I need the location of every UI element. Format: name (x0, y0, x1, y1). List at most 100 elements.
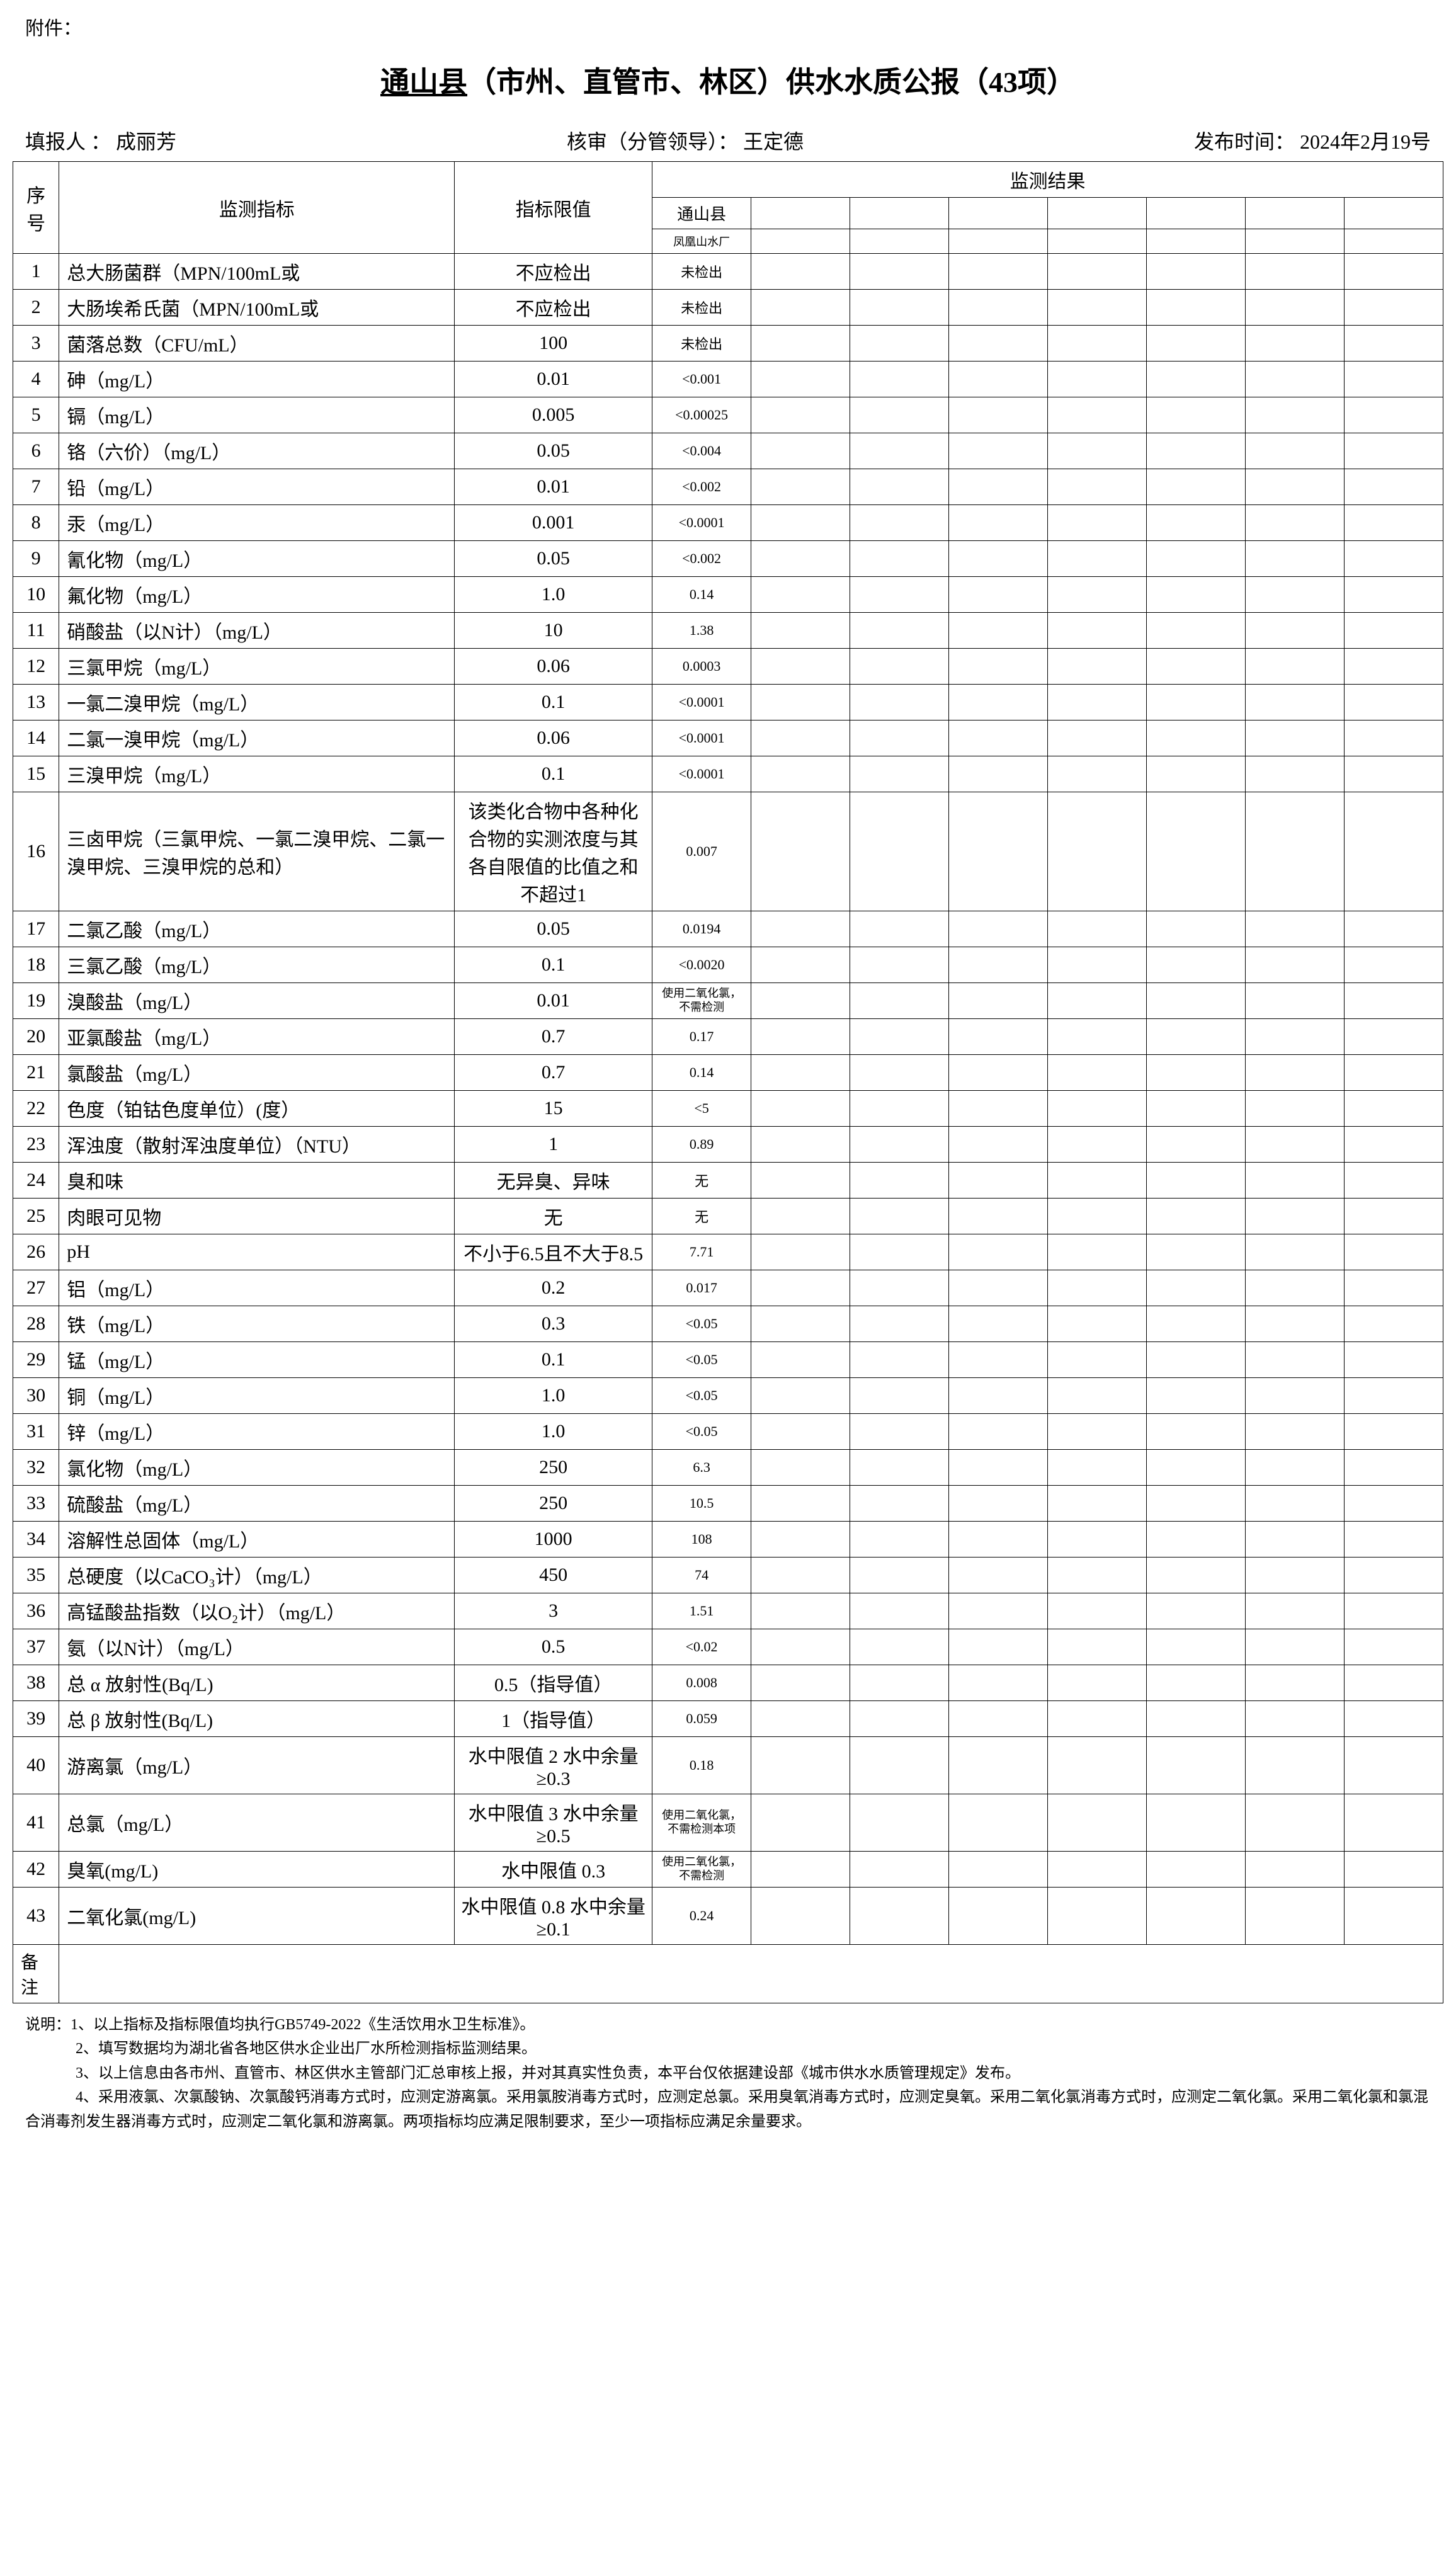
cell-empty (751, 613, 850, 649)
cell-empty (1048, 1665, 1147, 1701)
cell-empty (1146, 1270, 1245, 1306)
cell-limit: 450 (455, 1558, 652, 1593)
table-row: 21氯酸盐（mg/L）0.70.14 (13, 1055, 1443, 1091)
cell-limit: 0.2 (455, 1270, 652, 1306)
cell-seq: 17 (13, 911, 59, 947)
cell-empty (850, 1486, 949, 1522)
cell-empty (1344, 1888, 1443, 1945)
cell-empty (1245, 1019, 1344, 1055)
cell-empty (1344, 254, 1443, 290)
table-row: 7铅（mg/L）0.01<0.002 (13, 469, 1443, 505)
header-empty-10 (949, 229, 1048, 254)
table-row: 32氯化物（mg/L）2506.3 (13, 1450, 1443, 1486)
cell-limit: 0.1 (455, 947, 652, 983)
cell-empty (1245, 577, 1344, 613)
cell-result: <0.002 (652, 469, 751, 505)
cell-empty (1245, 1558, 1344, 1593)
cell-result: <5 (652, 1091, 751, 1127)
cell-empty (1146, 1888, 1245, 1945)
cell-indicator: 三氯乙酸（mg/L） (59, 947, 455, 983)
cell-empty (1048, 983, 1147, 1019)
cell-empty (751, 1852, 850, 1888)
cell-seq: 19 (13, 983, 59, 1019)
cell-empty (1245, 1234, 1344, 1270)
cell-empty (1048, 326, 1147, 362)
cell-empty (850, 685, 949, 720)
cell-empty (751, 362, 850, 397)
table-row: 19溴酸盐（mg/L）0.01使用二氧化氯，不需检测 (13, 983, 1443, 1019)
cell-result: 0.0194 (652, 911, 751, 947)
cell-empty (1048, 1593, 1147, 1629)
cell-empty (751, 1737, 850, 1794)
cell-empty (1344, 1306, 1443, 1342)
cell-empty (1344, 1450, 1443, 1486)
cell-empty (850, 756, 949, 792)
cell-empty (850, 1593, 949, 1629)
cell-limit: 0.01 (455, 469, 652, 505)
cell-empty (949, 1593, 1048, 1629)
cell-limit: 0.3 (455, 1306, 652, 1342)
cell-empty (1245, 1629, 1344, 1665)
table-row: 34溶解性总固体（mg/L）1000108 (13, 1522, 1443, 1558)
cell-result: <0.001 (652, 362, 751, 397)
cell-empty (1344, 685, 1443, 720)
cell-empty (1245, 1794, 1344, 1852)
cell-indicator: 二氯一溴甲烷（mg/L） (59, 720, 455, 756)
header-indicator: 监测指标 (59, 162, 455, 254)
cell-seq: 42 (13, 1852, 59, 1888)
cell-empty (1344, 541, 1443, 577)
cell-empty (1146, 720, 1245, 756)
cell-seq: 28 (13, 1306, 59, 1342)
cell-indicator: 铝（mg/L） (59, 1270, 455, 1306)
cell-empty (1048, 1414, 1147, 1450)
cell-limit: 15 (455, 1091, 652, 1127)
cell-empty (850, 1019, 949, 1055)
cell-indicator: 总大肠菌群（MPN/100mL或 (59, 254, 455, 290)
cell-result: 未检出 (652, 254, 751, 290)
cell-empty (1146, 1558, 1245, 1593)
header-empty-14 (1344, 229, 1443, 254)
cell-empty (751, 792, 850, 911)
cell-empty (751, 1450, 850, 1486)
cell-result: 108 (652, 1522, 751, 1558)
cell-empty (1146, 1701, 1245, 1737)
cell-empty (1245, 254, 1344, 290)
cell-result: 0.14 (652, 1055, 751, 1091)
cell-limit: 0.5 (455, 1629, 652, 1665)
cell-empty (1146, 1450, 1245, 1486)
cell-result: <0.00025 (652, 397, 751, 433)
cell-empty (850, 1127, 949, 1163)
page-title: 通山县（市州、直管市、林区）供水水质公报（43项） (13, 59, 1443, 101)
cell-empty (1245, 1852, 1344, 1888)
cell-empty (1245, 1127, 1344, 1163)
cell-empty (1146, 911, 1245, 947)
cell-empty (1344, 756, 1443, 792)
cell-indicator: 氨（以N计）（mg/L） (59, 1629, 455, 1665)
cell-empty (850, 469, 949, 505)
cell-empty (1245, 1888, 1344, 1945)
cell-empty (751, 685, 850, 720)
cell-empty (1344, 1199, 1443, 1234)
cell-empty (850, 792, 949, 911)
cell-empty (949, 1629, 1048, 1665)
cell-empty (1146, 577, 1245, 613)
cell-empty (850, 290, 949, 326)
cell-empty (949, 577, 1048, 613)
cell-empty (1146, 1522, 1245, 1558)
cell-limit: 0.5（指导值） (455, 1665, 652, 1701)
cell-empty (1344, 1593, 1443, 1629)
header-empty-8 (751, 229, 850, 254)
cell-empty (1245, 290, 1344, 326)
cell-indicator: 亚氯酸盐（mg/L） (59, 1019, 455, 1055)
cell-limit: 0.05 (455, 433, 652, 469)
cell-empty (1048, 254, 1147, 290)
cell-seq: 18 (13, 947, 59, 983)
cell-empty (949, 290, 1048, 326)
meta-row: 填报人 ： 成丽芳 核审（分管领导）： 王定德 发布时间： 2024年2月19号 (13, 126, 1443, 155)
cell-empty (751, 1019, 850, 1055)
cell-empty (850, 1665, 949, 1701)
cell-seq: 3 (13, 326, 59, 362)
cell-limit: 250 (455, 1450, 652, 1486)
cell-empty (949, 983, 1048, 1019)
header-empty-7 (1344, 198, 1443, 229)
